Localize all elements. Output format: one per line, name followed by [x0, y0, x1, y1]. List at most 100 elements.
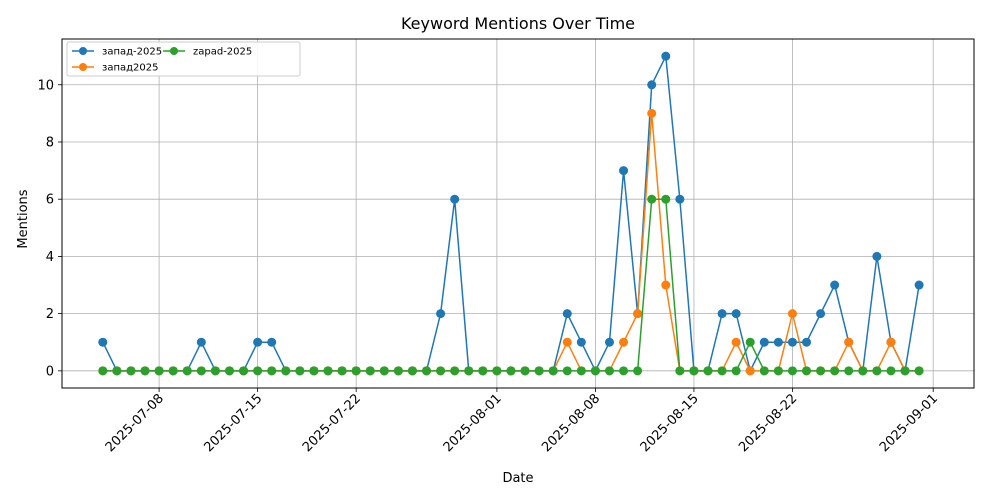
data-point: [562, 366, 572, 376]
data-point: [787, 309, 797, 319]
series-line: [102, 198, 920, 372]
data-point: [436, 366, 446, 376]
data-point: [506, 366, 516, 376]
data-point: [576, 366, 586, 376]
series-3: [98, 194, 924, 376]
data-point: [126, 366, 136, 376]
data-point: [661, 194, 671, 204]
data-point: [802, 366, 812, 376]
data-point: [492, 366, 502, 376]
data-point: [731, 309, 741, 319]
data-point: [98, 366, 108, 376]
data-point: [604, 366, 614, 376]
data-point: [562, 309, 572, 319]
data-point: [816, 309, 826, 319]
data-point: [731, 366, 741, 376]
data-point: [196, 337, 206, 347]
y-tick-label: 2: [46, 307, 54, 322]
y-axis-ticks: 0 2 4 6 8 10: [37, 78, 62, 379]
y-tick-label: 10: [37, 78, 54, 93]
data-point: [604, 337, 614, 347]
data-point: [464, 366, 474, 376]
y-tick-label: 6: [46, 193, 54, 208]
data-point: [309, 366, 319, 376]
data-point: [886, 337, 896, 347]
data-point: [816, 366, 826, 376]
data-point: [239, 366, 249, 376]
data-point: [407, 366, 417, 376]
series-group: [98, 51, 924, 376]
data-point: [619, 366, 629, 376]
data-point: [98, 337, 108, 347]
x-axis-ticks: 2025-07-08 2025-07-15 2025-07-22 2025-08-01…: [103, 388, 941, 455]
series-2: [98, 108, 924, 376]
y-tick-label: 8: [46, 135, 54, 150]
data-point: [562, 337, 572, 347]
y-tick-label: 0: [46, 364, 54, 379]
data-point: [267, 337, 277, 347]
data-point: [267, 366, 277, 376]
data-point: [140, 366, 150, 376]
data-point: [787, 366, 797, 376]
legend-label: zapad-2025: [193, 47, 252, 58]
data-point: [759, 366, 769, 376]
legend: запад-2025 запад2025 zapad-2025: [66, 41, 301, 77]
data-point: [731, 337, 741, 347]
legend-label: запад-2025: [102, 47, 162, 58]
plot-frame: [61, 38, 975, 389]
x-tick-label: 2025-07-15: [201, 391, 265, 455]
data-point: [633, 366, 643, 376]
data-point: [619, 166, 629, 176]
data-point: [759, 337, 769, 347]
data-point: [717, 366, 727, 376]
data-point: [773, 337, 783, 347]
data-point: [534, 366, 544, 376]
grid-lines: [62, 39, 974, 388]
data-point: [112, 366, 122, 376]
legend-label: запад2025: [102, 63, 158, 74]
data-point: [224, 366, 234, 376]
data-point: [703, 366, 713, 376]
data-point: [900, 366, 910, 376]
data-point: [633, 309, 643, 319]
legend-swatch-marker: [79, 47, 87, 55]
data-point: [647, 80, 657, 90]
x-axis-label: Date: [502, 471, 533, 486]
data-point: [393, 366, 403, 376]
data-point: [830, 280, 840, 290]
data-point: [295, 366, 305, 376]
y-axis-label: Mentions: [16, 189, 31, 248]
data-point: [576, 337, 586, 347]
series-1: [98, 51, 924, 376]
legend-frame: [66, 41, 301, 77]
x-tick-label: 2025-08-01: [441, 391, 505, 455]
data-point: [661, 280, 671, 290]
data-point: [717, 309, 727, 319]
data-point: [520, 366, 530, 376]
data-point: [590, 366, 600, 376]
data-point: [478, 366, 488, 376]
data-point: [323, 366, 333, 376]
data-point: [773, 366, 783, 376]
x-tick-label: 2025-07-08: [103, 391, 167, 455]
data-point: [802, 337, 812, 347]
series-line: [102, 112, 920, 372]
data-point: [619, 337, 629, 347]
x-tick-label: 2025-08-15: [638, 391, 702, 455]
data-point: [253, 366, 263, 376]
chart-title: Keyword Mentions Over Time: [401, 14, 635, 33]
data-point: [886, 366, 896, 376]
x-tick-label: 2025-08-08: [539, 391, 603, 455]
data-point: [436, 309, 446, 319]
data-point: [661, 51, 671, 61]
data-point: [914, 280, 924, 290]
data-point: [281, 366, 291, 376]
x-tick-label: 2025-08-22: [736, 391, 800, 455]
data-point: [872, 366, 882, 376]
data-point: [647, 108, 657, 118]
data-point: [351, 366, 361, 376]
series-line: [102, 55, 920, 372]
data-point: [168, 366, 178, 376]
data-point: [787, 337, 797, 347]
